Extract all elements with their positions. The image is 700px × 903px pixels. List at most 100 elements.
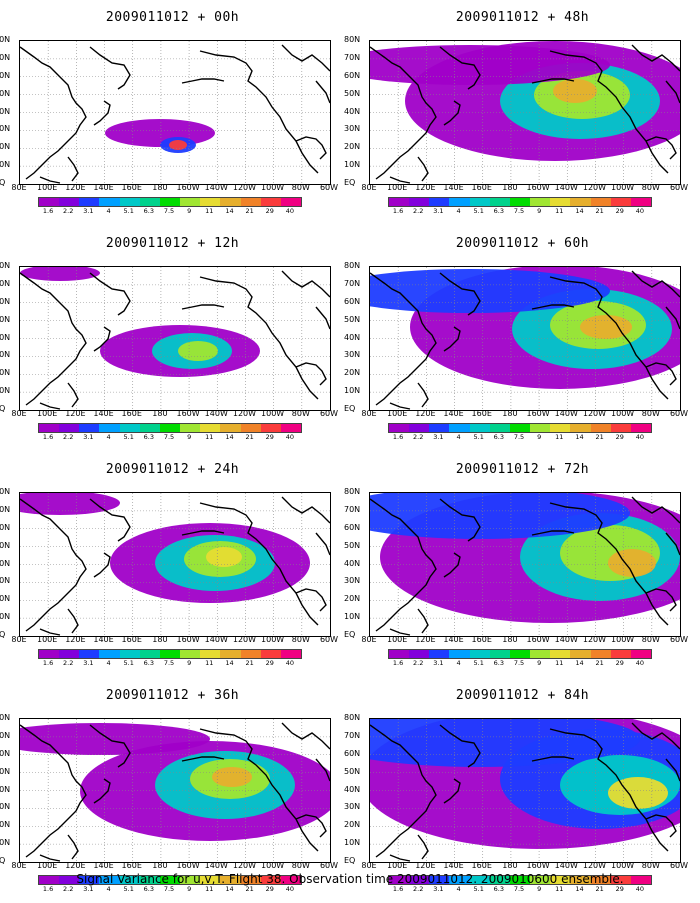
longitude-label: 100W	[611, 635, 635, 644]
variance-contour	[212, 767, 252, 787]
colorbar-swatch	[489, 650, 510, 658]
colorbar-swatch	[550, 650, 571, 658]
longitude-label: 80E	[361, 409, 377, 418]
colorbar-swatch	[119, 198, 140, 206]
longitude-label: 140E	[93, 861, 114, 870]
colorbar-label: 9	[537, 207, 542, 215]
coastline	[315, 532, 330, 556]
coastline	[443, 552, 461, 578]
colorbar-swatch	[139, 650, 160, 658]
latitude-label: 70N	[0, 52, 11, 62]
map-panel: 2009011012 + 48h 80N 70N 60N 50N 40N 30N 20N 10N…	[344, 0, 695, 225]
coastline	[389, 854, 411, 862]
variance-contour	[20, 267, 100, 281]
colorbar-swatch	[99, 876, 120, 884]
longitude-label: 180	[502, 409, 518, 418]
latitude-label: 70N	[0, 730, 11, 740]
variance-contour	[370, 269, 610, 313]
coastline	[315, 758, 330, 782]
colorbar-label: 6.3	[493, 433, 505, 441]
colorbar-label: 29	[615, 207, 624, 215]
latitude-label: 60N	[0, 522, 11, 532]
colorbar-swatch	[610, 424, 631, 432]
coastline	[549, 276, 669, 400]
coastline	[665, 80, 680, 104]
colorbar-swatch	[139, 424, 160, 432]
longitude-label: 100W	[611, 183, 635, 192]
coastline	[89, 46, 131, 90]
coastline	[370, 724, 437, 858]
latitude-label: 50N	[344, 88, 361, 98]
colorbar-swatch	[610, 876, 631, 884]
colorbar-label: 14	[575, 433, 584, 441]
longitude-label: 160E	[471, 635, 492, 644]
longitude-label: 140W	[554, 861, 578, 870]
longitude-label: 120W	[232, 861, 257, 870]
latitude-label: 20N	[344, 368, 361, 378]
colorbar-swatch	[159, 876, 181, 884]
colorbar-label: 6.3	[143, 433, 155, 441]
latitude-label: 30N	[344, 576, 361, 586]
latitude-label: 20N	[344, 594, 361, 604]
colorbar-swatch	[509, 650, 531, 658]
longitude-label: 120E	[415, 183, 436, 192]
colorbar-label: 2.2	[413, 433, 424, 441]
colorbar-swatch	[119, 650, 140, 658]
longitude-label: 120W	[232, 183, 257, 192]
colorbar-swatch	[220, 424, 241, 432]
coastline	[67, 834, 79, 860]
map-area	[369, 40, 681, 185]
colorbar-label: 9	[187, 207, 192, 215]
longitude-label: 180	[502, 183, 518, 192]
coastline	[199, 728, 319, 852]
longitude-label: 180	[152, 409, 168, 418]
colorbar-label: 6.3	[143, 885, 155, 893]
colorbar-swatch	[389, 198, 410, 206]
longitude-label: 100E	[37, 183, 58, 192]
coastline	[20, 272, 87, 406]
colorbar-swatch	[159, 198, 181, 206]
longitude-label: 120W	[582, 409, 607, 418]
longitude-label: 140W	[204, 635, 228, 644]
colorbar-label: 5.1	[123, 659, 134, 667]
colorbar-label: 4	[456, 659, 461, 667]
colorbar-swatch	[469, 198, 490, 206]
colorbar-label: 40	[285, 207, 295, 215]
coastline	[93, 778, 111, 804]
panel-title: 2009011012 + 48h	[455, 10, 590, 25]
longitude-label: 140W	[204, 861, 228, 870]
coastline	[39, 628, 61, 636]
longitude-label: 160E	[471, 183, 492, 192]
latitude-label: 80N	[344, 713, 361, 722]
longitude-label: 120E	[415, 635, 436, 644]
latitude-label: 60N	[0, 70, 11, 80]
colorbar-swatch	[99, 198, 120, 206]
latitude-label: 10N	[344, 612, 361, 622]
longitude-label: 120W	[232, 635, 257, 644]
latitude-label: 80N	[0, 35, 11, 44]
colorbar-swatch	[180, 424, 201, 432]
colorbar-swatch	[449, 876, 470, 884]
colorbar-label: 11	[205, 885, 214, 893]
colorbar-label: 40	[635, 433, 645, 441]
colorbar-swatch	[280, 198, 302, 206]
colorbar-label: 14	[225, 659, 234, 667]
colorbar-label: 1.6	[42, 207, 54, 215]
colorbar-label: 29	[265, 885, 274, 893]
longitude-label: 160W	[176, 409, 200, 418]
longitude-label: 140W	[554, 409, 578, 418]
longitude-label: 60W	[319, 183, 339, 192]
colorbar-label: 21	[595, 659, 604, 667]
colorbar-label: 1.6	[392, 207, 404, 215]
variance-contour	[20, 723, 210, 755]
longitude-label: 120E	[415, 409, 436, 418]
longitude-label: 140E	[93, 183, 114, 192]
longitude-label: 180	[152, 183, 168, 192]
colorbar-label: 7.5	[163, 207, 175, 215]
colorbar-label: 5.1	[123, 885, 134, 893]
coastline	[295, 814, 327, 838]
longitude-label: 120W	[582, 635, 607, 644]
variance-contour	[206, 547, 242, 567]
colorbar-label: 9	[187, 885, 192, 893]
colorbar-label: 40	[635, 885, 645, 893]
